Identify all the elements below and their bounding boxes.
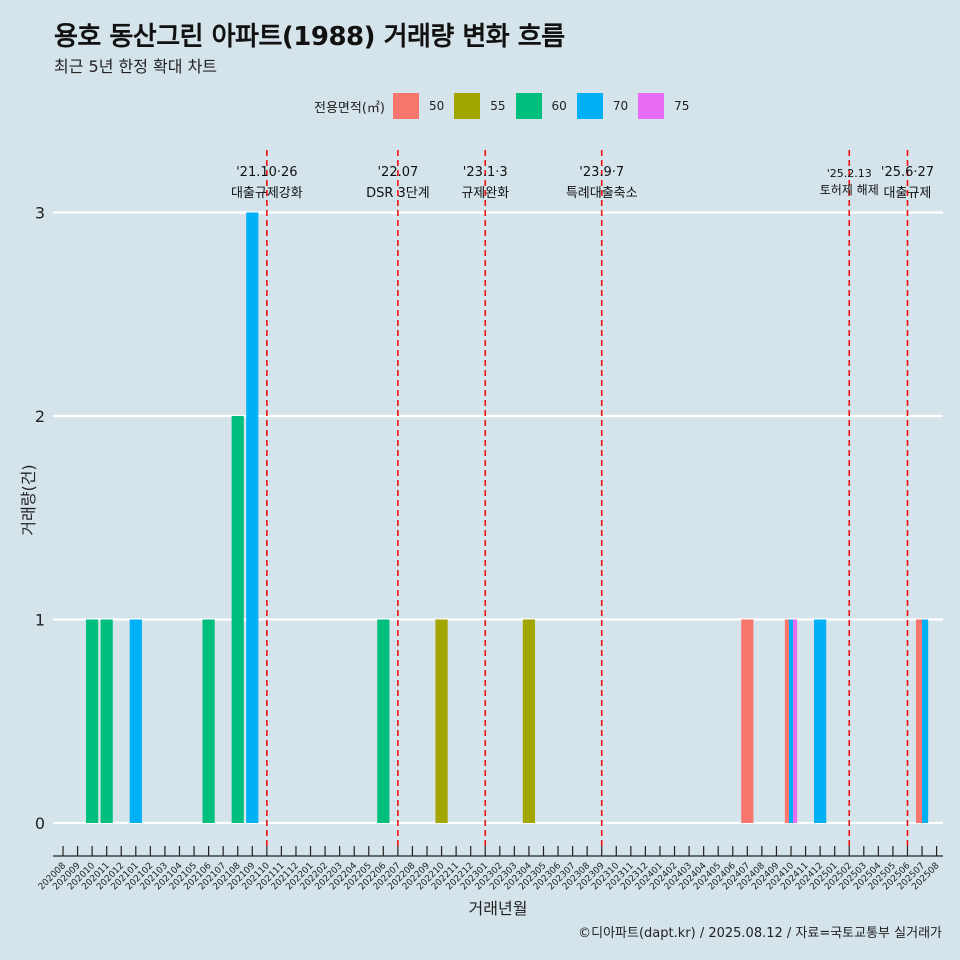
event-date-label-202110: '21.10·26 bbox=[236, 165, 297, 180]
legend-item-75: 75 bbox=[638, 93, 689, 119]
bar-202407-50 bbox=[741, 619, 754, 823]
source-caption: ©디아파트(dapt.kr) / 2025.08.12 / 자료=국토교통부 실… bbox=[578, 926, 942, 941]
event-desc-label-202207: DSR 3단계 bbox=[366, 186, 430, 201]
bar-202410-50 bbox=[784, 619, 789, 823]
bar-202108-60 bbox=[231, 416, 244, 823]
bar-202011-60 bbox=[100, 619, 113, 823]
legend-label-75: 75 bbox=[674, 99, 690, 113]
bar-202507-50 bbox=[915, 619, 923, 823]
x-axis-title: 거래년월 bbox=[469, 899, 528, 918]
bars bbox=[86, 212, 929, 823]
y-tick-label-0: 0 bbox=[35, 814, 45, 833]
y-tick-label-1: 1 bbox=[35, 611, 45, 630]
axes: 0123202008202009202010202011202012202101… bbox=[19, 204, 943, 918]
bar-202101-70 bbox=[129, 619, 142, 823]
event-desc-label-202506: 대출규제 bbox=[884, 186, 932, 201]
event-annotations: '21.10·26 대출규제강화 '22.07 DSR 3단계 '23.1·3 규제완화 '… bbox=[231, 150, 934, 846]
event-date-label-202502: '25.2.13 bbox=[827, 167, 872, 180]
bar-202109-70 bbox=[246, 212, 259, 823]
event-desc-label-202502: 토허제 해제 bbox=[820, 183, 879, 197]
legend-label-70: 70 bbox=[612, 99, 629, 113]
bar-202410-70 bbox=[788, 619, 794, 823]
legend-item-60: 60 bbox=[515, 93, 567, 119]
bar-202210-55 bbox=[435, 619, 448, 823]
legend-swatch-50 bbox=[392, 93, 419, 119]
y-axis-title: 거래량(건) bbox=[19, 464, 38, 535]
chart-title: 용호 동산그린 아파트(1988) 거래량 변화 흐름 bbox=[54, 22, 565, 52]
legend-title: 전용면적(㎡) bbox=[314, 100, 385, 116]
y-tick-label-3: 3 bbox=[35, 204, 45, 223]
event-desc-label-202309: 특례대출축소 bbox=[566, 186, 638, 201]
event-date-label-202207: '22.07 bbox=[377, 165, 418, 180]
legend-item-55: 55 bbox=[454, 93, 506, 119]
event-date-label-202309: '23.9·7 bbox=[579, 165, 624, 180]
event-desc-label-202110: 대출규제강화 bbox=[231, 186, 303, 201]
y-tick-label-2: 2 bbox=[35, 407, 45, 426]
legend-label-55: 55 bbox=[490, 99, 506, 113]
legend-label-50: 50 bbox=[428, 99, 445, 113]
legend-swatch-70 bbox=[576, 93, 603, 119]
bar-202206-60 bbox=[377, 619, 390, 823]
event-date-label-202301: '23.1·3 bbox=[463, 165, 508, 180]
legend: 전용면적(㎡) 50 55 60 70 75 bbox=[314, 93, 699, 119]
event-desc-label-202301: 규제완화 bbox=[461, 186, 509, 201]
bar-202507-70 bbox=[922, 619, 929, 823]
bar-202106-60 bbox=[202, 619, 215, 823]
bar-202410-75 bbox=[793, 619, 798, 823]
chart-subtitle: 최근 5년 한정 확대 차트 bbox=[54, 57, 218, 76]
bar-202412-70 bbox=[814, 619, 827, 823]
bar-202010-60 bbox=[86, 619, 99, 823]
legend-swatch-75 bbox=[638, 93, 665, 119]
event-date-label-202506: '25.6·27 bbox=[881, 165, 934, 180]
legend-swatch-60 bbox=[515, 93, 542, 119]
legend-item-50: 50 bbox=[392, 93, 445, 119]
gridlines bbox=[53, 211, 943, 825]
legend-item-70: 70 bbox=[576, 93, 629, 119]
legend-swatch-55 bbox=[454, 93, 481, 119]
bar-202304-55 bbox=[522, 619, 536, 823]
legend-label-60: 60 bbox=[551, 99, 567, 113]
